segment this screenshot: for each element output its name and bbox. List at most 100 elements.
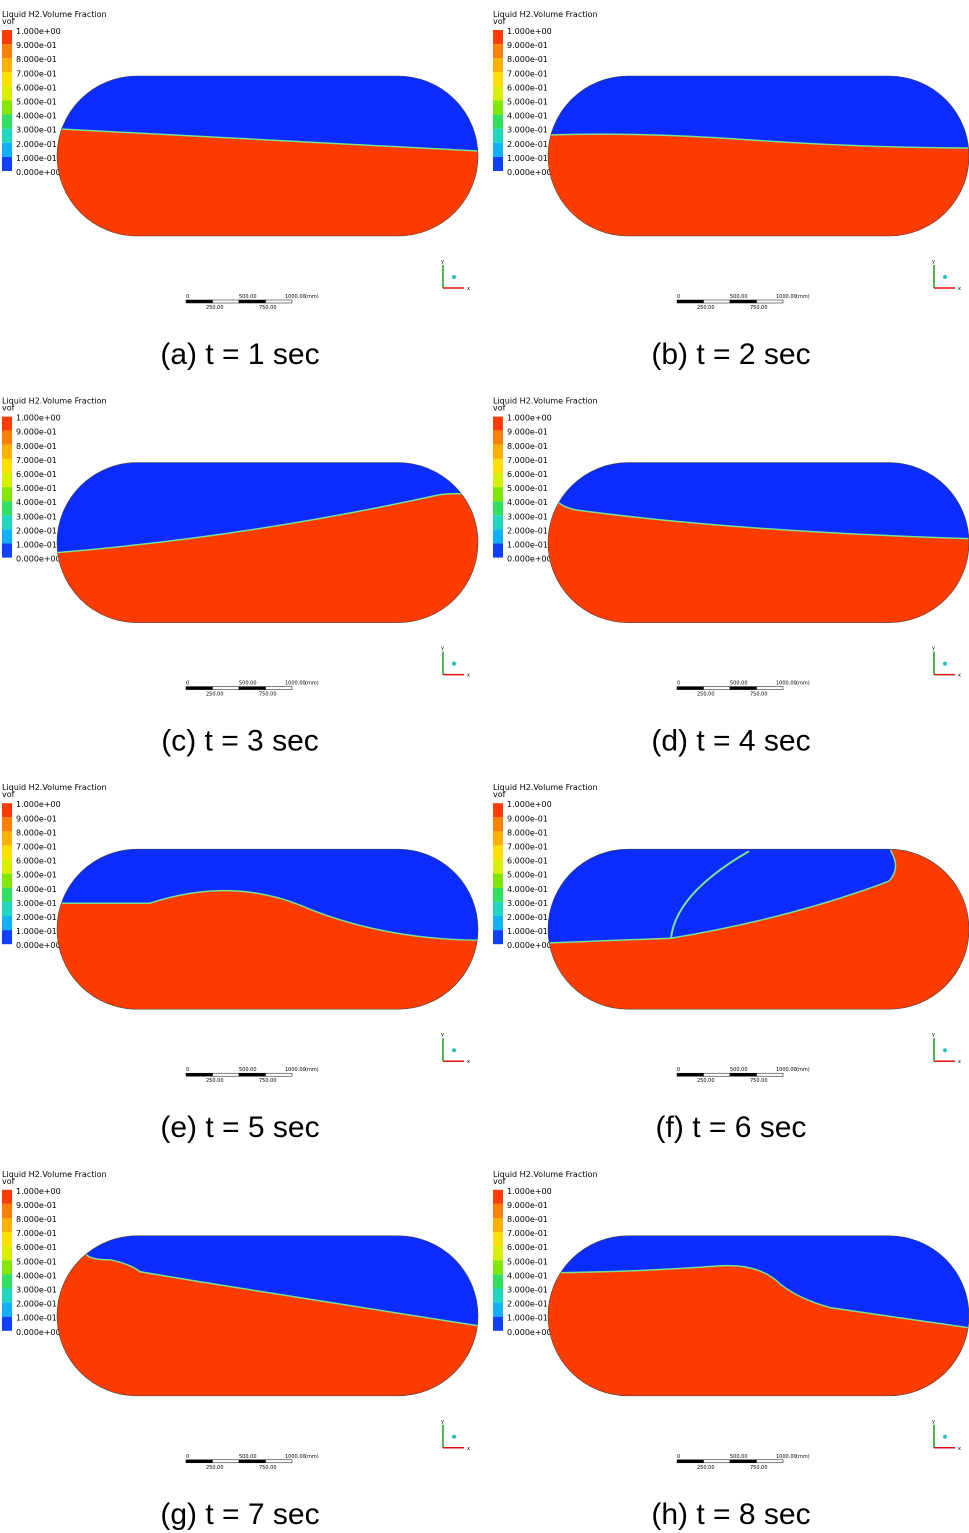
legend-swatch — [2, 487, 12, 502]
legend-label: 3.000e-01 — [16, 1286, 57, 1295]
legend-label: 0.000e+00 — [16, 168, 61, 177]
legend-swatch — [2, 1274, 12, 1289]
scale-label: 250.00 — [206, 1465, 224, 1471]
axis-label-y: y — [441, 1032, 444, 1038]
legend-swatch — [2, 100, 12, 115]
legend-swatch — [2, 529, 12, 544]
legend-label: 6.000e-01 — [507, 470, 548, 479]
legend-swatch — [493, 487, 503, 502]
scale-segment — [703, 686, 731, 690]
axis-label-y: y — [932, 259, 935, 265]
legend-swatch — [493, 1232, 503, 1247]
vessel-outline — [56, 462, 479, 623]
z-axis-dot — [943, 1434, 947, 1439]
scale-segment — [703, 1459, 731, 1464]
liquid-region — [57, 889, 478, 1010]
scale-label: 500.00 — [239, 294, 257, 300]
legend-unit: vof — [2, 404, 15, 413]
scale-label: 250.00 — [697, 1465, 715, 1471]
legend-label: 4.000e-01 — [507, 1271, 548, 1280]
axis-label-y: y — [932, 1419, 935, 1425]
scale-segment — [212, 1459, 240, 1464]
caption: (g) t = 7 sec — [160, 1498, 319, 1531]
axis-label-x: x — [467, 1446, 470, 1452]
legend-swatch — [493, 86, 503, 101]
legend-label: 8.000e-01 — [507, 1215, 548, 1224]
scale-label: 250.00 — [697, 1078, 715, 1084]
legend-unit: vof — [2, 790, 15, 799]
vessel — [548, 1235, 969, 1396]
z-axis-dot — [452, 1434, 456, 1439]
legend-label: 9.000e-01 — [16, 1201, 57, 1210]
vessel-outline — [56, 75, 479, 237]
legend-label: 9.000e-01 — [507, 1201, 548, 1210]
legend-swatch — [493, 901, 503, 916]
legend-unit: vof — [2, 17, 15, 26]
liquid-region — [548, 495, 969, 623]
scale-segment — [212, 686, 240, 690]
legend-swatch — [493, 1316, 503, 1331]
legend-label: 6.000e-01 — [16, 857, 57, 866]
legend-swatch — [2, 72, 12, 87]
legend-unit: vof — [493, 1177, 506, 1186]
legend-label: 1.000e-01 — [16, 927, 57, 936]
legend-swatch — [2, 1203, 12, 1218]
scale-segment — [185, 1459, 213, 1464]
legend-swatch — [493, 817, 503, 832]
legend-label: 1.000e+00 — [507, 1187, 552, 1196]
vessel — [548, 462, 969, 623]
legend-label: 1.000e+00 — [16, 1187, 61, 1196]
scale-label: 1000.00 — [285, 1454, 306, 1460]
legend-swatch — [493, 30, 503, 45]
scale-label: 1000.00 — [285, 1067, 306, 1073]
scale-unit: (mm) — [305, 681, 319, 687]
legend-label: 7.000e-01 — [16, 69, 57, 78]
legend-swatch — [493, 515, 503, 530]
caption: (f) t = 6 sec — [656, 1111, 807, 1144]
vessel — [57, 849, 478, 1010]
legend-swatch — [493, 1189, 503, 1204]
legend-title: Liquid H2.Volume Fraction — [493, 783, 598, 792]
legend-label: 2.000e-01 — [16, 1300, 57, 1309]
legend-label: 0.000e+00 — [16, 1328, 61, 1337]
axis-label-y: y — [441, 259, 444, 265]
vessel — [548, 849, 969, 1010]
z-axis-dot — [452, 1048, 456, 1053]
legend-swatch — [2, 501, 12, 516]
scale-label: 1000.00 — [776, 1067, 797, 1073]
legend-swatch — [493, 128, 503, 143]
legend-swatch — [2, 1246, 12, 1261]
scale-label: 750.00 — [259, 305, 277, 311]
legend-swatch — [493, 114, 503, 129]
legend-swatch — [493, 1203, 503, 1218]
z-axis-dot — [943, 661, 947, 666]
legend-swatch — [493, 416, 503, 431]
liquid-film — [670, 850, 750, 939]
axis-label-x: x — [467, 286, 470, 292]
legend-swatch — [2, 86, 12, 101]
legend-label: 1.000e-01 — [16, 1314, 57, 1323]
legend-label: 3.000e-01 — [16, 512, 57, 521]
vessel-outline — [547, 75, 969, 237]
legend-swatch — [493, 156, 503, 171]
legend-swatch — [2, 430, 12, 445]
scale-label: 0 — [186, 294, 189, 300]
legend-label: 3.000e-01 — [507, 899, 548, 908]
scale-label: 250.00 — [697, 305, 715, 311]
legend-label: 5.000e-01 — [16, 484, 57, 493]
scale-label: 500.00 — [239, 681, 257, 687]
legend-swatch — [493, 473, 503, 488]
legend-label: 8.000e-01 — [16, 828, 57, 837]
legend-label: 8.000e-01 — [507, 55, 548, 64]
scale-segment — [238, 1459, 266, 1464]
scale-unit: (mm) — [305, 1454, 319, 1460]
legend-label: 0.000e+00 — [507, 1328, 552, 1337]
vessel — [57, 1235, 478, 1396]
legend-swatch — [493, 72, 503, 87]
legend-label: 0.000e+00 — [507, 941, 552, 950]
axis-label-y: y — [932, 646, 935, 652]
